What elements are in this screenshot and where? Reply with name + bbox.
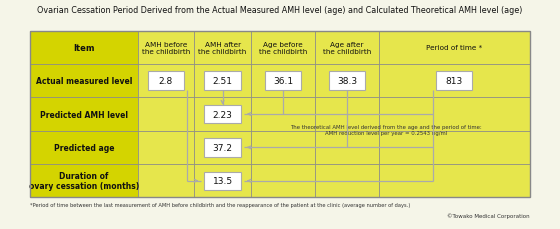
Text: 813: 813 (446, 77, 463, 86)
Bar (204, 172, 241, 190)
Text: 38.3: 38.3 (337, 77, 357, 86)
Bar (30, 31, 138, 65)
Text: 2.23: 2.23 (213, 110, 232, 119)
Bar (265, 72, 301, 90)
Text: Age after
the childbirth: Age after the childbirth (323, 42, 371, 55)
Bar (379, 98, 530, 131)
Text: 36.1: 36.1 (273, 77, 293, 86)
Bar (251, 98, 315, 131)
Bar (138, 98, 194, 131)
Bar (30, 164, 138, 198)
Text: Item: Item (73, 44, 95, 52)
Bar (379, 65, 530, 98)
Bar (204, 72, 241, 90)
Bar (30, 31, 530, 198)
Text: 13.5: 13.5 (213, 177, 232, 185)
Bar (315, 131, 379, 164)
Bar (194, 164, 251, 198)
Bar (379, 131, 530, 164)
Text: ©Towako Medical Corporation: ©Towako Medical Corporation (447, 212, 530, 218)
Text: Ovarian Cessation Period Derived from the Actual Measured AMH level (age) and Ca: Ovarian Cessation Period Derived from th… (38, 6, 522, 15)
Bar (251, 164, 315, 198)
Bar (379, 31, 530, 65)
Bar (315, 65, 379, 98)
Bar (251, 65, 315, 98)
Bar (138, 65, 194, 98)
Text: Period of time *: Period of time * (426, 45, 482, 51)
Bar (138, 131, 194, 164)
Bar (138, 31, 194, 65)
Bar (138, 164, 194, 198)
Bar (329, 72, 365, 90)
Bar (315, 164, 379, 198)
Bar (251, 131, 315, 164)
Text: The theoretical AMH level derived from the age and the period of time:
AMH reduc: The theoretical AMH level derived from t… (291, 125, 482, 135)
Bar (30, 65, 138, 98)
Text: Duration of
ovary cessation (months): Duration of ovary cessation (months) (29, 171, 139, 191)
Bar (379, 164, 530, 198)
Bar (194, 98, 251, 131)
Bar (251, 31, 315, 65)
Bar (315, 98, 379, 131)
Bar (30, 131, 138, 164)
Bar (315, 31, 379, 65)
Bar (30, 98, 138, 131)
Bar (204, 105, 241, 124)
Text: Predicted age: Predicted age (54, 143, 114, 152)
Bar (194, 65, 251, 98)
Text: *Period of time between the last measurement of AMH before childbirth and the re: *Period of time between the last measure… (30, 202, 410, 207)
Text: 37.2: 37.2 (213, 143, 232, 152)
Bar (204, 139, 241, 157)
Text: Actual measured level: Actual measured level (36, 77, 132, 86)
Text: AMH before
the childbirth: AMH before the childbirth (142, 42, 190, 55)
Bar (194, 31, 251, 65)
Text: AMH after
the childbirth: AMH after the childbirth (198, 42, 247, 55)
Bar (436, 72, 473, 90)
Bar (194, 131, 251, 164)
Bar (148, 72, 184, 90)
Text: Age before
the childbirth: Age before the childbirth (259, 42, 307, 55)
Text: 2.51: 2.51 (213, 77, 232, 86)
Text: 2.8: 2.8 (159, 77, 173, 86)
Text: Predicted AMH level: Predicted AMH level (40, 110, 128, 119)
